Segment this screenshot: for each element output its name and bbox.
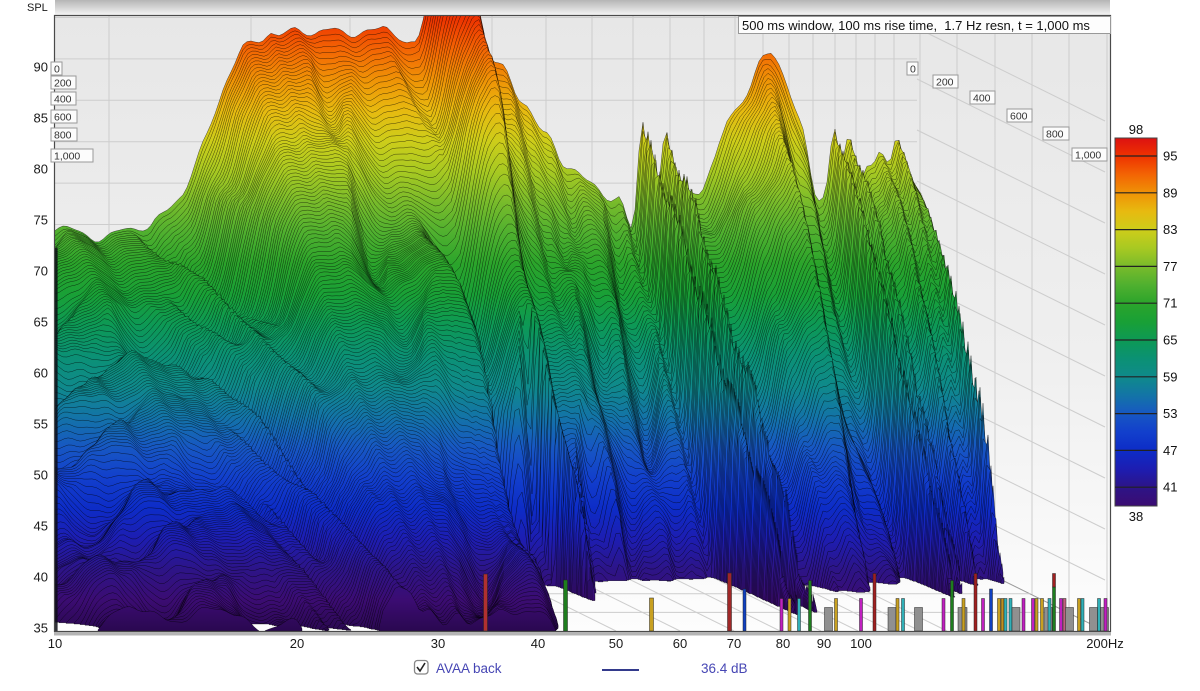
svg-text:500 ms window, 100 ms rise tim: 500 ms window, 100 ms rise time, 1.7 Hz …	[742, 18, 1090, 33]
svg-text:98: 98	[1129, 122, 1143, 137]
svg-text:0: 0	[910, 64, 916, 76]
svg-text:400: 400	[973, 93, 991, 105]
svg-text:70: 70	[727, 636, 741, 651]
svg-text:89: 89	[1163, 185, 1177, 200]
svg-text:85: 85	[34, 111, 48, 126]
svg-text:400: 400	[54, 94, 72, 106]
svg-text:53: 53	[1163, 406, 1177, 421]
svg-text:1,000: 1,000	[1075, 150, 1101, 162]
svg-text:100: 100	[850, 636, 872, 651]
svg-text:80: 80	[34, 162, 48, 177]
svg-text:41: 41	[1163, 480, 1177, 495]
svg-text:60: 60	[34, 366, 48, 381]
svg-text:95: 95	[1163, 149, 1177, 164]
svg-text:800: 800	[54, 130, 72, 142]
svg-text:50: 50	[609, 636, 623, 651]
svg-text:0: 0	[54, 64, 60, 76]
svg-text:47: 47	[1163, 443, 1177, 458]
svg-text:200: 200	[54, 78, 72, 90]
svg-text:30: 30	[431, 636, 445, 651]
svg-text:50: 50	[34, 468, 48, 483]
svg-text:65: 65	[1163, 333, 1177, 348]
svg-text:800: 800	[1046, 129, 1064, 141]
svg-text:40: 40	[531, 636, 545, 651]
svg-text:80: 80	[776, 636, 790, 651]
svg-text:60: 60	[673, 636, 687, 651]
svg-text:90: 90	[817, 636, 831, 651]
svg-text:75: 75	[34, 213, 48, 228]
svg-text:AVAA back: AVAA back	[436, 661, 502, 676]
svg-text:38: 38	[1129, 509, 1143, 524]
svg-text:55: 55	[34, 417, 48, 432]
svg-text:200: 200	[936, 77, 954, 89]
svg-text:SPL: SPL	[27, 2, 48, 14]
svg-text:83: 83	[1163, 222, 1177, 237]
svg-text:77: 77	[1163, 259, 1177, 274]
svg-text:40: 40	[34, 570, 48, 585]
svg-text:10: 10	[48, 636, 62, 651]
svg-text:45: 45	[34, 519, 48, 534]
svg-text:200Hz: 200Hz	[1086, 636, 1124, 651]
svg-text:600: 600	[54, 112, 72, 124]
svg-text:65: 65	[34, 315, 48, 330]
svg-text:70: 70	[34, 264, 48, 279]
svg-text:71: 71	[1163, 296, 1177, 311]
svg-text:20: 20	[290, 636, 304, 651]
svg-text:59: 59	[1163, 369, 1177, 384]
svg-text:600: 600	[1010, 111, 1028, 123]
svg-text:36.4 dB: 36.4 dB	[701, 661, 748, 676]
svg-text:1,000: 1,000	[54, 151, 80, 163]
svg-text:35: 35	[34, 621, 48, 636]
svg-text:90: 90	[34, 60, 48, 75]
